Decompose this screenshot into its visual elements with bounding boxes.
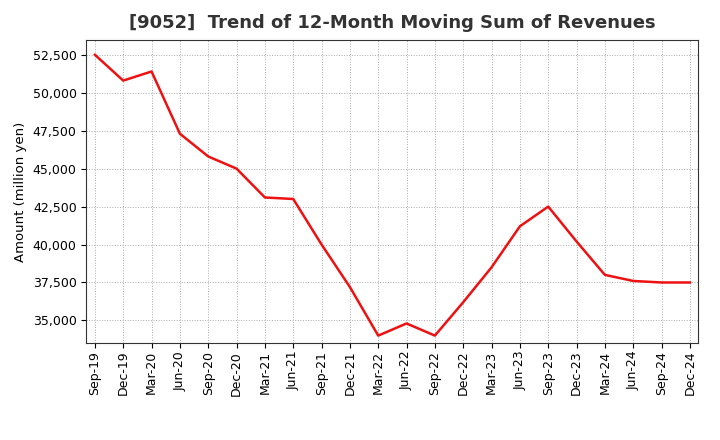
Y-axis label: Amount (million yen): Amount (million yen) bbox=[14, 121, 27, 261]
Title: [9052]  Trend of 12-Month Moving Sum of Revenues: [9052] Trend of 12-Month Moving Sum of R… bbox=[129, 15, 656, 33]
